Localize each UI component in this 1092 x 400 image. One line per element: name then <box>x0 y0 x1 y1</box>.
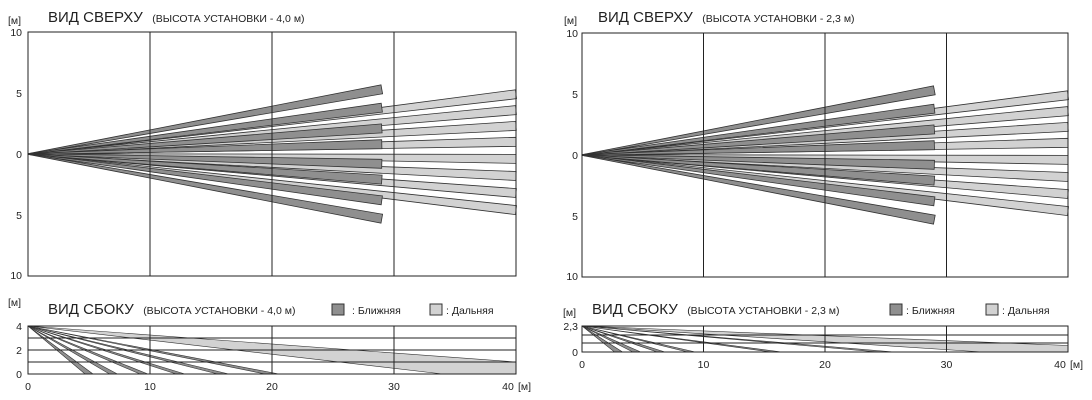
side-y-tick-1-2: 2 <box>16 345 22 357</box>
side-x-tick-2-10: 10 <box>698 359 710 371</box>
side-x-ticks-2: 0 10 20 30 40 [м] <box>579 359 1083 371</box>
top-title-sub-2: (ВЫСОТА УСТАНОВКИ - 2,3 м) <box>702 13 854 25</box>
unit-label-top-2: [м] <box>564 15 577 27</box>
top-title-main-2: ВИД СВЕРХУ <box>598 9 693 26</box>
top-view-2: [м] ВИД СВЕРХУ (ВЫСОТА УСТАНОВКИ - 2,3 м… <box>564 9 1069 283</box>
side-x-tick-1-40: 40 <box>502 381 514 393</box>
side-y-ticks-2: 2,3 0 <box>563 321 578 359</box>
side-x-unit-2: [м] <box>1070 359 1083 371</box>
side-y-tick-2-23: 2,3 <box>563 321 578 333</box>
top-y-tick-2-10: 10 <box>566 28 578 40</box>
side-title-main-1: ВИД СБОКУ <box>48 301 134 318</box>
top-y-tick-2-0: 0 <box>572 150 578 162</box>
side-y-tick-1-0: 0 <box>16 369 22 381</box>
side-x-tick-1-30: 30 <box>388 381 400 393</box>
side-x-unit-1: [м] <box>518 381 531 393</box>
top-y-tick-2-5: 5 <box>572 89 578 101</box>
side-y-ticks-1: 4 2 0 <box>16 321 22 381</box>
side-x-tick-1-20: 20 <box>266 381 278 393</box>
unit-label-side-1: [м] <box>8 297 21 309</box>
side-title-sub-1: (ВЫСОТА УСТАНОВКИ - 4,0 м) <box>143 305 295 317</box>
top-view-title-1: ВИД СВЕРХУ (ВЫСОТА УСТАНОВКИ - 4,0 м) <box>48 9 305 26</box>
side-near-beam-2-1 <box>581 325 624 353</box>
side-view-title-1: ВИД СБОКУ (ВЫСОТА УСТАНОВКИ - 4,0 м) <box>48 301 295 318</box>
side-view-2: [м] ВИД СБОКУ (ВЫСОТА УСТАНОВКИ - 2,3 м)… <box>563 301 1083 371</box>
unit-label-top-1: [м] <box>8 15 21 27</box>
legend-far-swatch-2 <box>985 303 999 316</box>
top-view-title-2: ВИД СВЕРХУ (ВЫСОТА УСТАНОВКИ - 2,3 м) <box>598 9 855 26</box>
legend-far-label-2: : Дальняя <box>1002 305 1050 317</box>
top-y-tick-2-m10: 10 <box>566 271 578 283</box>
side-x-ticks-1: 0 10 20 30 40 [м] <box>25 381 531 393</box>
side-x-tick-2-20: 20 <box>819 359 831 371</box>
legend-far-swatch-1 <box>429 303 443 316</box>
side-x-tick-1-0: 0 <box>25 381 31 393</box>
side-x-tick-2-30: 30 <box>941 359 953 371</box>
legend-far-label-1: : Дальняя <box>446 305 494 317</box>
side-grid-1 <box>27 325 517 375</box>
legend-near-swatch-2 <box>889 303 903 316</box>
side-title-sub-2: (ВЫСОТА УСТАНОВКИ - 2,3 м) <box>687 305 839 317</box>
unit-label-side-2: [м] <box>563 307 576 319</box>
top-y-tick-1-10: 10 <box>10 27 22 39</box>
panel-2: [м] ВИД СВЕРХУ (ВЫСОТА УСТАНОВКИ - 2,3 м… <box>563 9 1083 371</box>
side-grid-2 <box>581 325 1069 353</box>
legend-near-swatch-1 <box>331 303 345 316</box>
side-x-tick-1-10: 10 <box>144 381 156 393</box>
top-y-tick-1-m5: 5 <box>16 210 22 222</box>
top-y-tick-1-m10: 10 <box>10 270 22 282</box>
top-y-tick-2-m5: 5 <box>572 211 578 223</box>
side-y-tick-2-0: 0 <box>572 347 578 359</box>
side-title-main-2: ВИД СБОКУ <box>592 301 678 318</box>
side-y-tick-1-4: 4 <box>16 321 22 333</box>
side-x-tick-2-0: 0 <box>579 359 585 371</box>
legend-near-label-1: : Ближняя <box>352 305 401 317</box>
top-title-sub-1: (ВЫСОТА УСТАНОВКИ - 4,0 м) <box>152 13 304 25</box>
top-y-ticks-1: 10 5 0 5 10 <box>10 27 22 282</box>
top-y-tick-1-0: 0 <box>16 149 22 161</box>
legend-near-label-2: : Ближняя <box>906 305 955 317</box>
top-y-ticks-2: 10 5 0 5 10 <box>566 28 578 283</box>
top-title-main-1: ВИД СВЕРХУ <box>48 9 143 26</box>
top-grid-1 <box>27 31 517 277</box>
top-grid-2 <box>581 32 1069 278</box>
side-view-title-2: ВИД СБОКУ (ВЫСОТА УСТАНОВКИ - 2,3 м) <box>592 301 839 318</box>
panel-1: [м] ВИД СВЕРХУ (ВЫСОТА УСТАНОВКИ - 4,0 м… <box>8 9 531 393</box>
side-x-tick-2-40: 40 <box>1054 359 1066 371</box>
top-view-1: [м] ВИД СВЕРХУ (ВЫСОТА УСТАНОВКИ - 4,0 м… <box>8 9 517 282</box>
top-y-tick-1-5: 5 <box>16 88 22 100</box>
side-view-1: [м] ВИД СБОКУ (ВЫСОТА УСТАНОВКИ - 4,0 м)… <box>8 297 531 393</box>
